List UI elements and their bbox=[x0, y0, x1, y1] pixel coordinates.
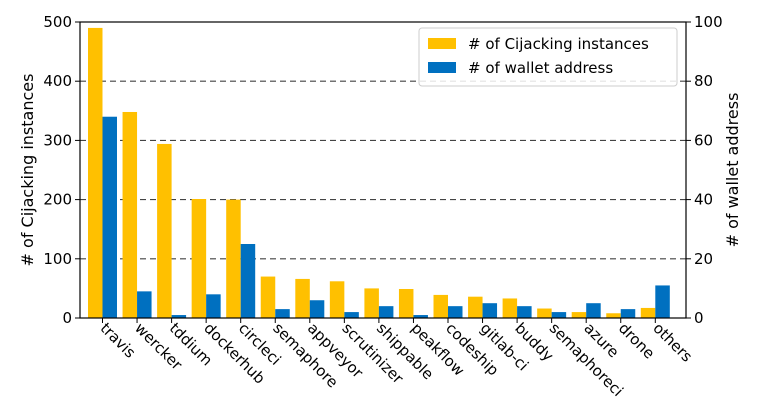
left-axis: 0 100 200 300 400 500 bbox=[43, 13, 80, 327]
bar-cijacking-wercker bbox=[122, 111, 138, 318]
left-tick-label: 0 bbox=[62, 309, 72, 327]
bar-wallet-shippable bbox=[378, 306, 394, 318]
bar-cijacking-semaphore bbox=[260, 276, 276, 318]
left-axis-title: # of Cijacking instances bbox=[18, 74, 37, 267]
right-axis-title: # of wallet address bbox=[723, 93, 742, 248]
bar-wallet-drone bbox=[620, 309, 636, 318]
legend: # of Cijacking instances # of wallet addr… bbox=[418, 27, 678, 87]
bar-cijacking-tddium bbox=[157, 143, 172, 318]
bar-cijacking-gitlab-ci bbox=[468, 296, 483, 318]
bar-cijacking-buddy bbox=[502, 298, 518, 318]
bar-cijacking-others bbox=[640, 307, 656, 318]
right-tick-label: 60 bbox=[694, 131, 713, 149]
right-tick-label: 20 bbox=[694, 250, 713, 268]
bar-wallet-appveyor bbox=[309, 300, 325, 318]
bar-wallet-wercker bbox=[137, 291, 152, 318]
bar-cijacking-shippable bbox=[364, 288, 379, 318]
bar-wallet-tddium bbox=[171, 315, 187, 318]
bar-wallet-dockerhub bbox=[206, 294, 221, 318]
bar-wallet-semaphore bbox=[275, 309, 290, 318]
legend-box bbox=[418, 27, 678, 87]
bar-cijacking-travis bbox=[88, 27, 103, 318]
legend-label: # of wallet address bbox=[468, 59, 613, 77]
bar-wallet-gitlab-ci bbox=[482, 303, 498, 318]
left-tick-label: 100 bbox=[43, 250, 72, 268]
category-label: others bbox=[649, 319, 696, 366]
bar-wallet-travis bbox=[102, 116, 117, 318]
left-tick-label: 500 bbox=[43, 13, 72, 31]
bar-wallet-buddy bbox=[517, 306, 532, 318]
category-label: drone bbox=[615, 319, 658, 362]
right-tick-label: 0 bbox=[694, 309, 704, 327]
left-tick-label: 200 bbox=[43, 191, 72, 209]
plot-frame bbox=[79, 21, 687, 319]
bar-cijacking-codeship bbox=[433, 294, 448, 318]
bar-cijacking-scrutinizer bbox=[329, 281, 345, 318]
bar-wallet-others bbox=[655, 285, 670, 318]
left-tick-label: 300 bbox=[43, 131, 72, 149]
bar-wallet-codeship bbox=[448, 306, 463, 318]
bar-cijacking-dockerhub bbox=[191, 199, 207, 318]
legend-swatch bbox=[428, 62, 456, 73]
bar-wallet-peakflow bbox=[413, 315, 428, 318]
bar-cijacking-semaphoreci bbox=[537, 308, 552, 318]
category-label: travis bbox=[97, 319, 140, 362]
bar-cijacking-appveyor bbox=[295, 278, 310, 318]
bar-cijacking-drone bbox=[606, 313, 621, 318]
bar-wallet-scrutinizer bbox=[344, 312, 359, 318]
bar-wallet-azure bbox=[586, 303, 601, 318]
bar-cijacking-azure bbox=[571, 312, 587, 318]
bar-wallet-semaphoreci bbox=[551, 312, 567, 318]
bar-cijacking-peakflow bbox=[398, 288, 414, 318]
right-tick-label: 100 bbox=[694, 13, 723, 31]
left-tick-label: 400 bbox=[43, 72, 72, 90]
legend-label: # of Cijacking instances bbox=[468, 35, 649, 53]
legend-swatch bbox=[428, 38, 456, 49]
bars bbox=[88, 27, 670, 318]
right-tick-label: 40 bbox=[694, 191, 713, 209]
right-tick-label: 80 bbox=[694, 72, 713, 90]
x-axis: traviswerckertddiumdockerhubcirclecisema… bbox=[97, 318, 696, 400]
right-axis: 0 20 40 60 80 100 bbox=[686, 13, 723, 327]
bar-wallet-circleci bbox=[240, 244, 256, 318]
bar-cijacking-circleci bbox=[226, 199, 241, 318]
